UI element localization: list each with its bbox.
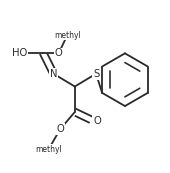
Text: O: O (55, 48, 63, 58)
Text: O: O (93, 116, 101, 125)
Text: O: O (56, 124, 64, 134)
Text: methyl: methyl (35, 145, 62, 154)
Text: HO: HO (12, 48, 27, 58)
Text: methyl: methyl (35, 145, 62, 154)
Text: methyl: methyl (54, 31, 81, 40)
Text: N: N (50, 69, 57, 79)
Text: S: S (93, 69, 99, 79)
